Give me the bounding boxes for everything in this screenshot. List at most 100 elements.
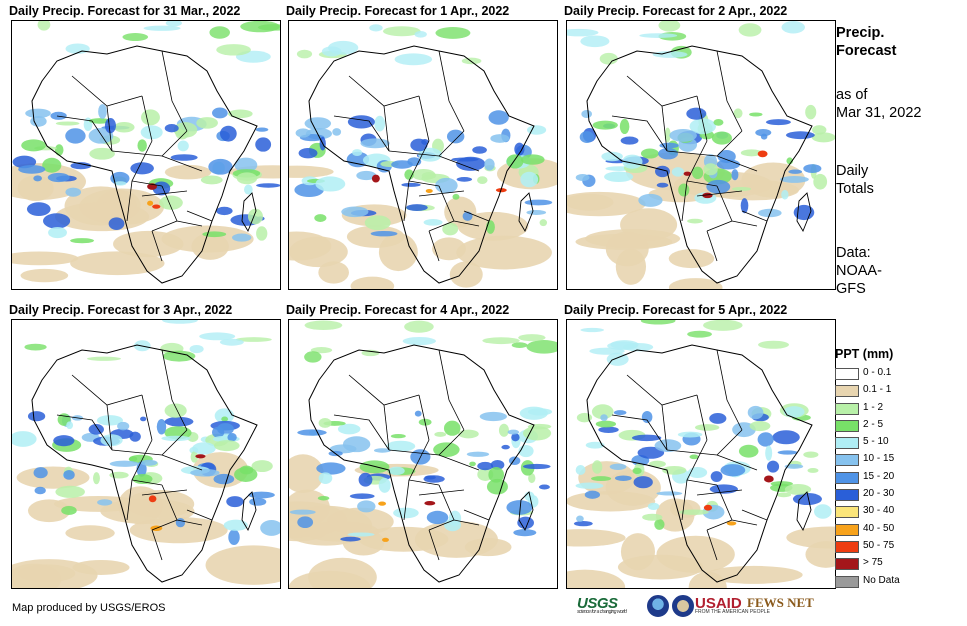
rain-patch bbox=[93, 472, 100, 485]
rain-patch bbox=[228, 529, 240, 546]
rain-patch bbox=[520, 154, 545, 165]
rain-patch bbox=[711, 131, 732, 145]
rain-patch bbox=[776, 492, 792, 498]
rain-patch bbox=[298, 147, 318, 159]
rain-patch bbox=[346, 151, 370, 168]
rain-patch bbox=[317, 495, 330, 501]
rain-patch bbox=[477, 176, 488, 185]
rain-patch bbox=[140, 459, 158, 466]
rain-patch bbox=[202, 231, 227, 238]
legend-item: 10 - 15 bbox=[835, 452, 955, 469]
rain-patch bbox=[12, 431, 37, 447]
state-dept-seal bbox=[672, 595, 694, 617]
legend-label: 30 - 40 bbox=[863, 505, 895, 517]
rain-patch bbox=[738, 444, 759, 458]
rain-patch bbox=[732, 186, 752, 191]
rain-patch bbox=[209, 26, 230, 39]
rain-patch bbox=[435, 27, 471, 39]
rain-patch bbox=[109, 460, 140, 467]
country-border bbox=[348, 374, 420, 406]
rain-patch bbox=[747, 405, 764, 420]
rain-patch bbox=[658, 147, 678, 160]
dry-area bbox=[191, 233, 229, 260]
country-border bbox=[428, 529, 440, 561]
country-border bbox=[176, 220, 203, 227]
rain-patch bbox=[632, 467, 642, 475]
rain-patch bbox=[414, 30, 427, 38]
rain-patch bbox=[404, 320, 434, 333]
country-border bbox=[716, 454, 758, 471]
rain-patch bbox=[689, 454, 699, 460]
country-border bbox=[56, 115, 113, 152]
rain-patch bbox=[592, 460, 603, 474]
rain-patch bbox=[141, 109, 160, 126]
rain-patch bbox=[637, 446, 665, 459]
rain-patch bbox=[614, 475, 632, 481]
rain-patch bbox=[227, 109, 253, 119]
rain-patch bbox=[86, 356, 121, 361]
rain-patch bbox=[161, 435, 191, 442]
country-border bbox=[161, 454, 203, 471]
madagascar-outline bbox=[518, 491, 534, 532]
rain-patch bbox=[538, 484, 550, 490]
rain-patch bbox=[129, 431, 141, 442]
rain-patch bbox=[575, 482, 604, 489]
heavy-rain-spot bbox=[425, 188, 433, 194]
legend-item: 20 - 30 bbox=[835, 487, 955, 504]
rain-patch bbox=[378, 477, 391, 493]
rain-patch bbox=[130, 162, 154, 175]
madagascar-outline bbox=[796, 192, 812, 233]
rain-patch bbox=[813, 173, 828, 190]
rain-patch bbox=[461, 57, 482, 65]
rain-patch bbox=[758, 340, 790, 349]
rain-patch bbox=[575, 173, 590, 182]
madagascar-outline bbox=[241, 491, 257, 532]
rain-patch bbox=[65, 187, 82, 197]
panel-title: Daily Precip. Forecast for 5 Apr., 2022 bbox=[564, 303, 788, 317]
rain-patch bbox=[511, 342, 528, 348]
country-border bbox=[141, 95, 153, 142]
rain-patch bbox=[404, 169, 414, 180]
rain-patch bbox=[513, 529, 537, 537]
country-border bbox=[463, 509, 490, 521]
rain-patch bbox=[526, 340, 557, 354]
rain-patch bbox=[581, 109, 593, 119]
rain-patch bbox=[567, 28, 599, 37]
heavy-rain-spot bbox=[371, 174, 380, 183]
legend-label: 40 - 50 bbox=[863, 522, 895, 534]
dry-area bbox=[12, 251, 79, 266]
rain-patch bbox=[679, 509, 709, 515]
heavy-rain-spot bbox=[683, 171, 692, 176]
heavy-rain-spot bbox=[378, 501, 387, 506]
rain-patch bbox=[89, 147, 115, 160]
rain-patch bbox=[803, 164, 822, 174]
rain-patch bbox=[200, 175, 223, 185]
dry-area bbox=[617, 554, 704, 580]
dry-area bbox=[20, 268, 69, 283]
rain-patch bbox=[691, 166, 704, 180]
legend-swatch bbox=[835, 575, 859, 588]
rain-patch bbox=[352, 149, 363, 156]
legend-swatch bbox=[835, 489, 859, 502]
rain-patch bbox=[63, 469, 75, 480]
rain-patch bbox=[257, 24, 280, 31]
rain-patch bbox=[607, 341, 638, 351]
rain-patch bbox=[235, 337, 272, 342]
rain-patch bbox=[328, 40, 359, 55]
legend-label: 10 - 15 bbox=[863, 453, 895, 465]
country-border bbox=[403, 180, 410, 222]
rain-patch bbox=[297, 516, 314, 529]
country-border bbox=[126, 479, 133, 521]
dry-area bbox=[670, 499, 701, 518]
rain-patch bbox=[641, 410, 653, 424]
rain-patch bbox=[600, 414, 608, 421]
heavy-rain-spot bbox=[726, 521, 737, 526]
africa-map-svg bbox=[289, 320, 557, 588]
rain-patch bbox=[488, 110, 509, 125]
legend-item: 0 - 0.1 bbox=[835, 366, 955, 383]
rain-patch bbox=[219, 125, 237, 142]
country-border bbox=[71, 75, 143, 107]
precip-map bbox=[288, 20, 558, 290]
dry-area bbox=[456, 235, 552, 270]
precip-map bbox=[566, 319, 836, 589]
